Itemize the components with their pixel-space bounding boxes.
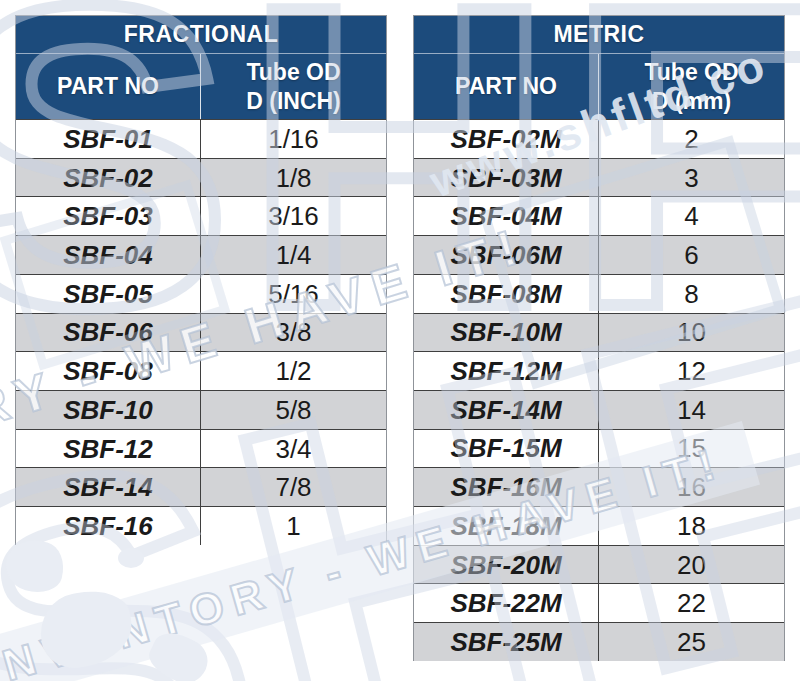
table-row: SBF-021/8 <box>16 158 386 197</box>
table-row: SBF-033/16 <box>16 196 386 235</box>
table-row: SBF-25M25 <box>414 622 784 661</box>
column-header-part-no-label: PART NO <box>57 72 159 101</box>
map-shape <box>143 626 214 681</box>
tube-od-line1: Tube OD <box>246 58 340 87</box>
tube-od-cell: 22 <box>599 584 784 622</box>
part-no-cell: SBF-25M <box>414 623 599 661</box>
table-row: SBF-22M22 <box>414 583 784 622</box>
part-no-cell: SBF-14M <box>414 391 599 429</box>
tube-od-cell: 14 <box>599 391 784 429</box>
fractional-table-body: SBF-011/16SBF-021/8SBF-033/16SBF-041/4SB… <box>16 119 386 545</box>
part-no-cell: SBF-03 <box>16 197 201 235</box>
table-row: SBF-20M20 <box>414 545 784 584</box>
part-no-cell: SBF-08M <box>414 275 599 313</box>
tube-od-cell: 6 <box>599 236 784 274</box>
tube-od-cell: 10 <box>599 314 784 352</box>
tube-od-cell: 1/4 <box>201 236 386 274</box>
part-no-cell: SBF-15M <box>414 430 599 468</box>
part-no-cell: SBF-04M <box>414 197 599 235</box>
part-no-cell: SBF-12M <box>414 352 599 390</box>
table-row: SBF-18M18 <box>414 506 784 545</box>
tube-od-cell: 1/16 <box>201 120 386 158</box>
tube-od-cell: 1/8 <box>201 159 386 197</box>
map-shape <box>118 548 144 568</box>
part-no-cell: SBF-16 <box>16 507 201 545</box>
column-header-tube-od: Tube OD D (INCH) <box>201 54 386 119</box>
table-row: SBF-147/8 <box>16 467 386 506</box>
table-row: SBF-15M15 <box>414 429 784 468</box>
table-row: SBF-011/16 <box>16 119 386 158</box>
column-header-part-no: PART NO <box>16 54 201 119</box>
table-row: SBF-16M16 <box>414 467 784 506</box>
table-row: SBF-04M4 <box>414 196 784 235</box>
part-no-cell: SBF-12 <box>16 430 201 468</box>
part-no-cell: SBF-01 <box>16 120 201 158</box>
part-no-cell: SBF-08 <box>16 352 201 390</box>
table-row: SBF-06M6 <box>414 235 784 274</box>
table-row: SBF-041/4 <box>16 235 386 274</box>
table-row: SBF-12M12 <box>414 351 784 390</box>
tube-od-cell: 3/16 <box>201 197 386 235</box>
part-no-cell: SBF-02 <box>16 159 201 197</box>
part-no-cell: SBF-06M <box>414 236 599 274</box>
table-row: SBF-10M10 <box>414 313 784 352</box>
fractional-table: FRACTIONAL PART NO Tube OD D (INCH) SBF-… <box>15 15 387 545</box>
table-row: SBF-161 <box>16 506 386 545</box>
tube-od-line2: D (mm) <box>652 87 731 116</box>
table-row: SBF-105/8 <box>16 390 386 429</box>
tube-od-cell: 25 <box>599 623 784 661</box>
part-no-cell: SBF-18M <box>414 507 599 545</box>
tube-od-cell: 5/16 <box>201 275 386 313</box>
column-header-part-no: PART NO <box>414 54 599 119</box>
fractional-table-title: FRACTIONAL <box>16 16 386 54</box>
tube-od-cell: 7/8 <box>201 468 386 506</box>
metric-table-body: SBF-02M2SBF-03M3SBF-04M4SBF-06M6SBF-08M8… <box>414 119 784 661</box>
metric-table-title: METRIC <box>414 16 784 54</box>
tube-od-cell: 12 <box>599 352 784 390</box>
part-no-cell: SBF-10M <box>414 314 599 352</box>
metric-table: METRIC PART NO Tube OD D (mm) SBF-02M2SB… <box>413 15 785 661</box>
part-no-cell: SBF-04 <box>16 236 201 274</box>
tube-od-cell: 4 <box>599 197 784 235</box>
part-no-cell: SBF-03M <box>414 159 599 197</box>
part-no-cell: SBF-05 <box>16 275 201 313</box>
table-row: SBF-055/16 <box>16 274 386 313</box>
part-no-cell: SBF-02M <box>414 120 599 158</box>
tube-od-cell: 3/4 <box>201 430 386 468</box>
map-shape <box>34 585 137 674</box>
part-no-cell: SBF-10 <box>16 391 201 429</box>
part-no-cell: SBF-20M <box>414 546 599 584</box>
part-no-cell: SBF-22M <box>414 584 599 622</box>
catalog-page: FRACTIONAL PART NO Tube OD D (INCH) SBF-… <box>0 0 800 681</box>
tube-od-cell: 3/8 <box>201 314 386 352</box>
table-row: SBF-03M3 <box>414 158 784 197</box>
part-no-cell: SBF-06 <box>16 314 201 352</box>
tube-od-cell: 18 <box>599 507 784 545</box>
tube-od-cell: 5/8 <box>201 391 386 429</box>
tube-od-cell: 3 <box>599 159 784 197</box>
tube-od-cell: 1/2 <box>201 352 386 390</box>
column-header-tube-od: Tube OD D (mm) <box>599 54 784 119</box>
column-header-part-no-label: PART NO <box>455 72 557 101</box>
table-row: SBF-14M14 <box>414 390 784 429</box>
part-no-cell: SBF-16M <box>414 468 599 506</box>
tube-od-cell: 1 <box>201 507 386 545</box>
tube-od-cell: 20 <box>599 546 784 584</box>
part-no-cell: SBF-14 <box>16 468 201 506</box>
metric-table-header: PART NO Tube OD D (mm) <box>414 54 784 119</box>
tube-od-cell: 15 <box>599 430 784 468</box>
fractional-table-header: PART NO Tube OD D (INCH) <box>16 54 386 119</box>
tube-od-cell: 16 <box>599 468 784 506</box>
table-row: SBF-081/2 <box>16 351 386 390</box>
tube-od-cell: 2 <box>599 120 784 158</box>
table-row: SBF-02M2 <box>414 119 784 158</box>
table-row: SBF-08M8 <box>414 274 784 313</box>
table-row: SBF-063/8 <box>16 313 386 352</box>
table-row: SBF-123/4 <box>16 429 386 468</box>
tube-od-cell: 8 <box>599 275 784 313</box>
tube-od-line2: D (INCH) <box>246 87 341 116</box>
tube-od-line1: Tube OD <box>644 58 738 87</box>
